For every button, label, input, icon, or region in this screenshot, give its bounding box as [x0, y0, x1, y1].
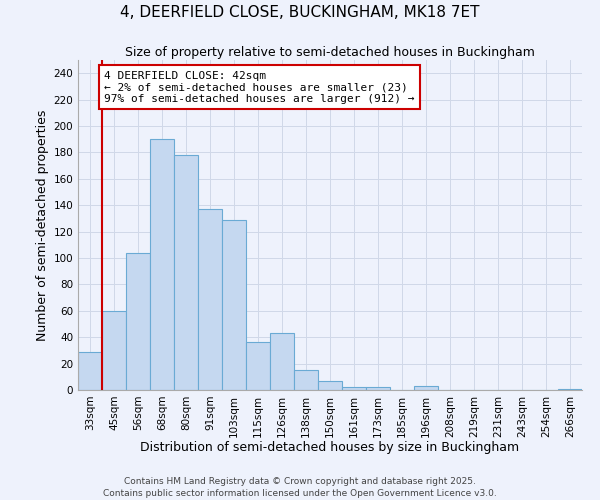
Text: 4 DEERFIELD CLOSE: 42sqm
← 2% of semi-detached houses are smaller (23)
97% of se: 4 DEERFIELD CLOSE: 42sqm ← 2% of semi-de…: [104, 70, 415, 104]
Bar: [246, 342, 270, 390]
Title: Size of property relative to semi-detached houses in Buckingham: Size of property relative to semi-detach…: [125, 46, 535, 59]
Bar: [222, 220, 246, 390]
Bar: [78, 352, 102, 390]
Bar: [318, 381, 342, 390]
Bar: [294, 370, 318, 390]
Bar: [174, 155, 198, 390]
X-axis label: Distribution of semi-detached houses by size in Buckingham: Distribution of semi-detached houses by …: [140, 441, 520, 454]
Bar: [342, 388, 366, 390]
Bar: [102, 311, 126, 390]
Text: Contains HM Land Registry data © Crown copyright and database right 2025.
Contai: Contains HM Land Registry data © Crown c…: [103, 476, 497, 498]
Bar: [198, 209, 222, 390]
Bar: [150, 139, 174, 390]
Bar: [366, 388, 390, 390]
Y-axis label: Number of semi-detached properties: Number of semi-detached properties: [36, 110, 49, 340]
Bar: [126, 252, 150, 390]
Bar: [414, 386, 438, 390]
Bar: [558, 388, 582, 390]
Text: 4, DEERFIELD CLOSE, BUCKINGHAM, MK18 7ET: 4, DEERFIELD CLOSE, BUCKINGHAM, MK18 7ET: [120, 5, 480, 20]
Bar: [270, 333, 294, 390]
